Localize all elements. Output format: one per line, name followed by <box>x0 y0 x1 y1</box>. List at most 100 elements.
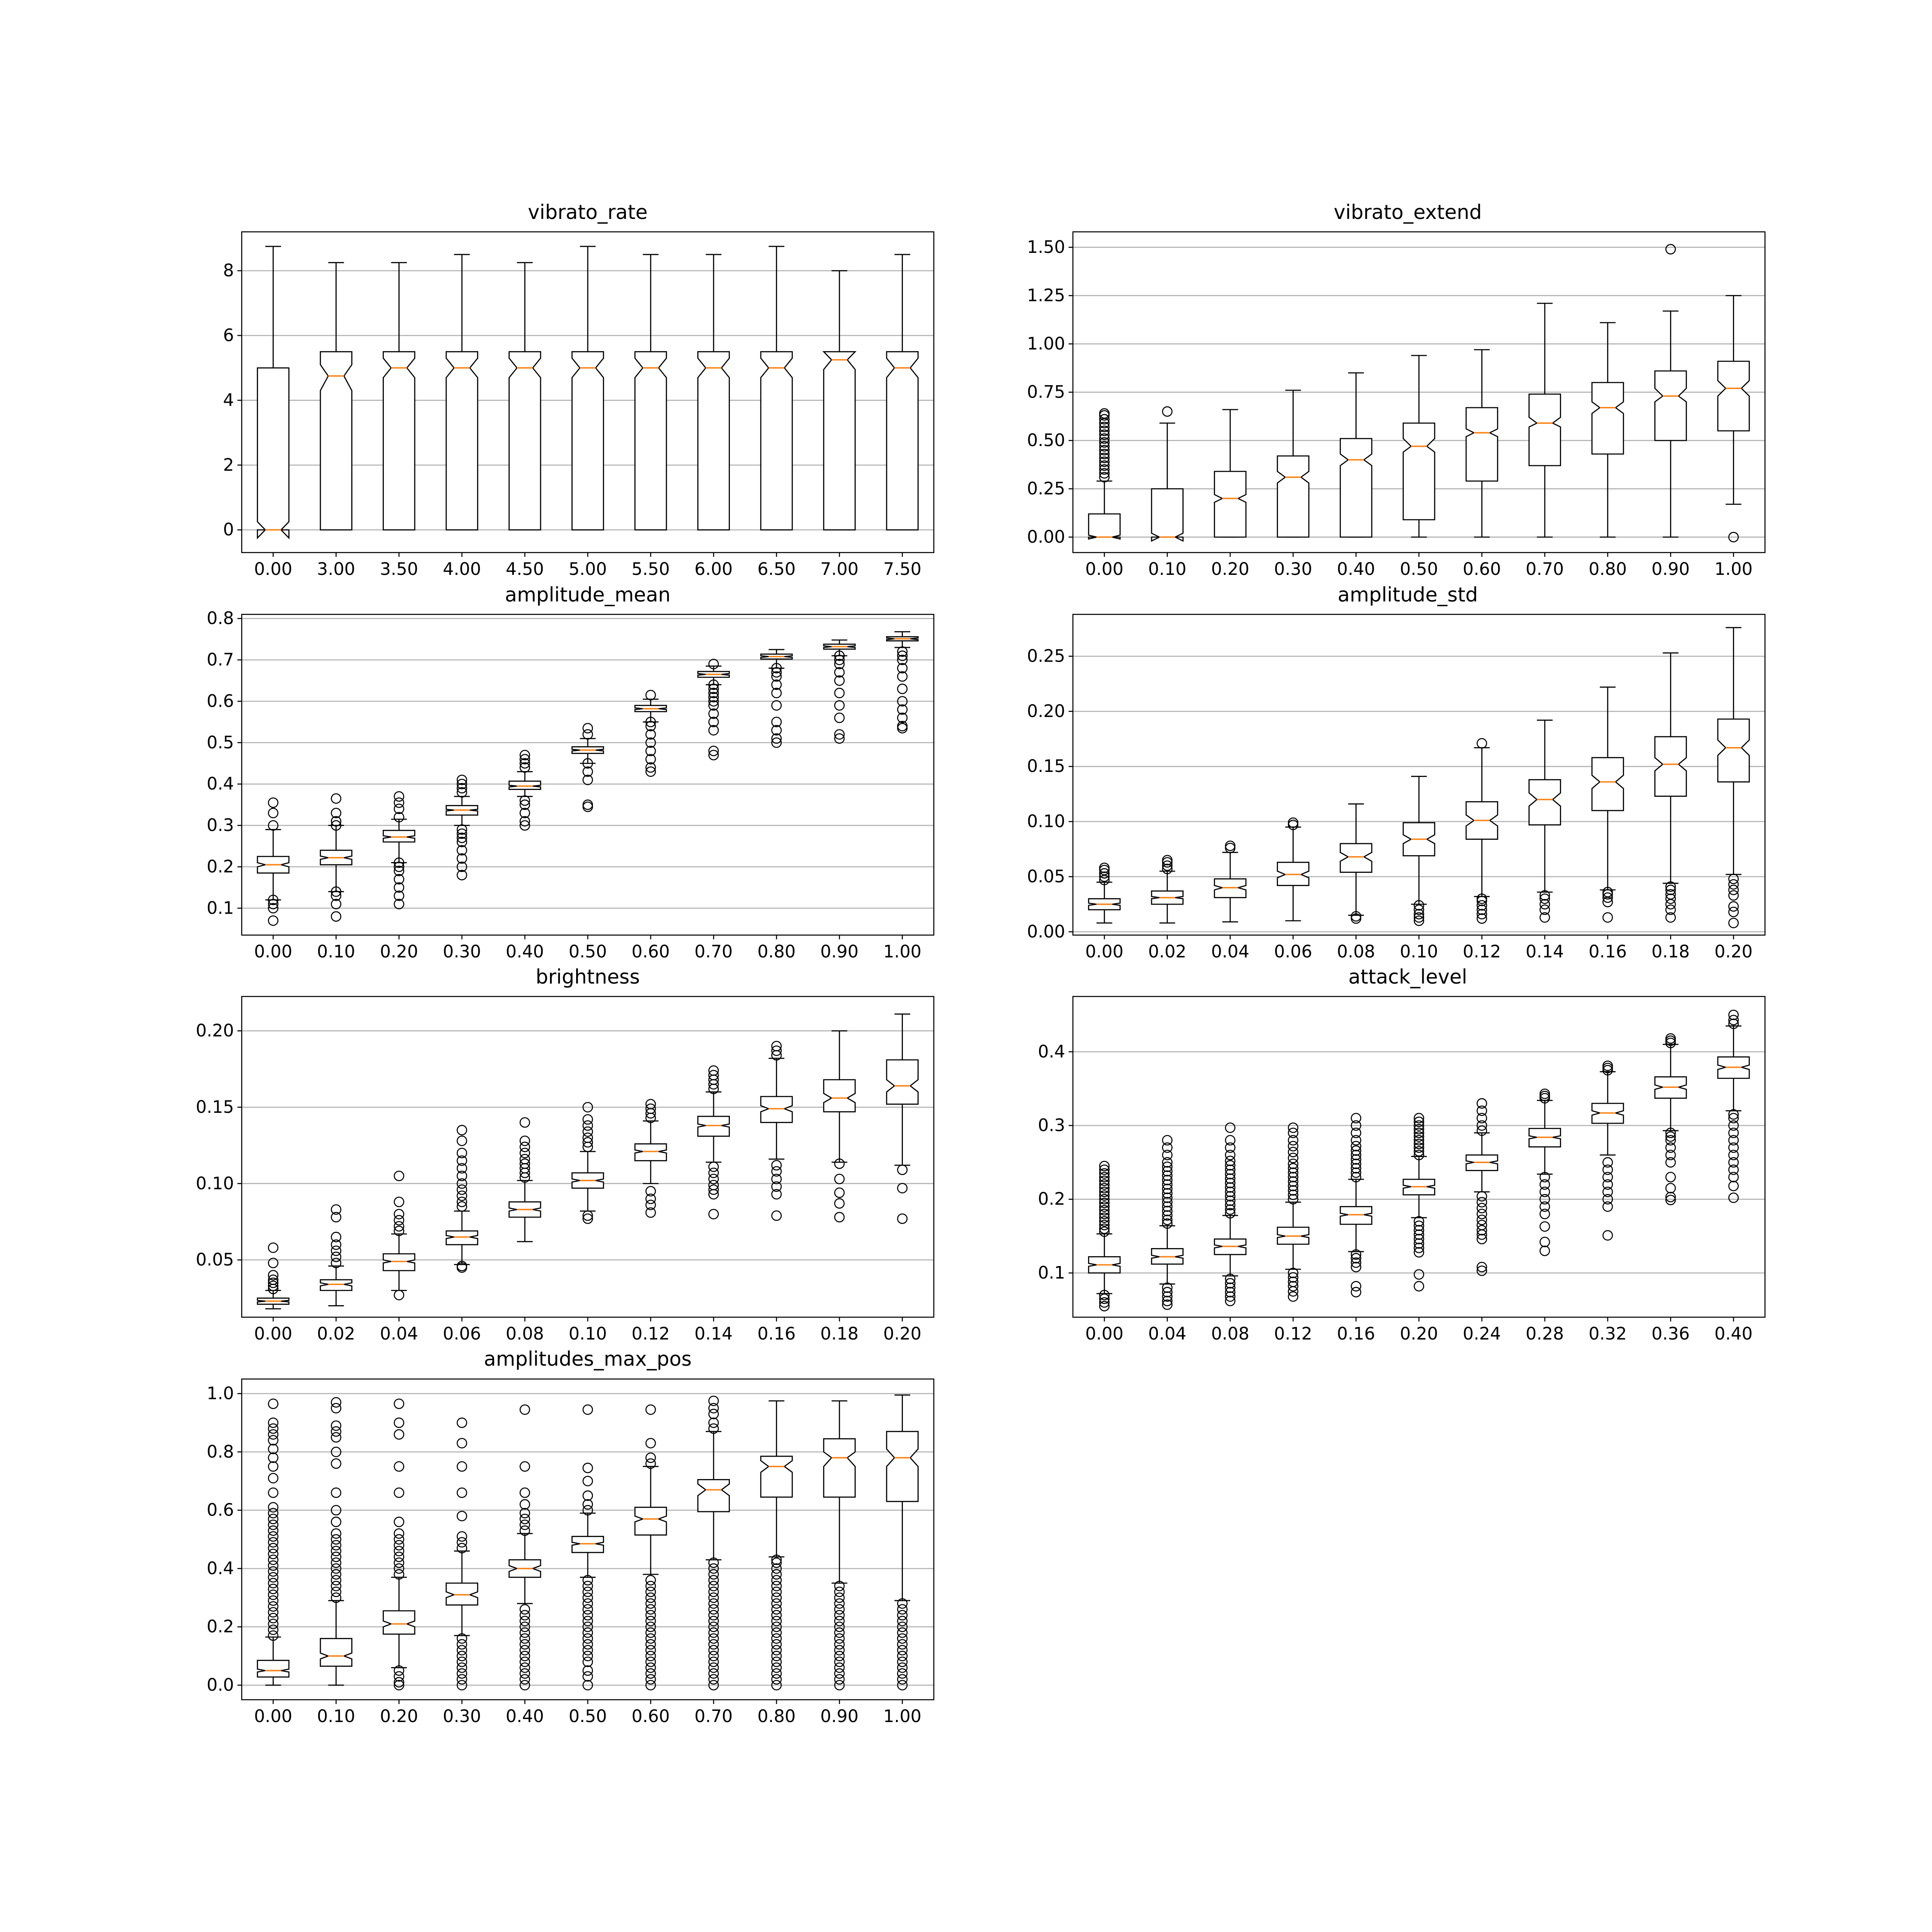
flier <box>268 1508 279 1519</box>
flier <box>519 1668 530 1679</box>
flier <box>456 1543 468 1554</box>
flier <box>268 1549 279 1559</box>
flier <box>268 1242 279 1253</box>
x-tick-label: 0.50 <box>1400 559 1438 579</box>
flier <box>1225 1169 1236 1180</box>
flier <box>331 1586 342 1597</box>
flier <box>331 1505 342 1516</box>
flier <box>331 820 342 831</box>
flier <box>582 1616 593 1626</box>
flier <box>1539 899 1550 910</box>
flier <box>645 1598 656 1609</box>
flier <box>708 1184 719 1195</box>
flier <box>582 1680 593 1691</box>
flier <box>645 1650 656 1662</box>
x-tick-label: 0.08 <box>506 1324 544 1344</box>
flier <box>771 700 782 711</box>
x-tick-label: 0.00 <box>1085 1324 1124 1344</box>
flier <box>1602 1164 1613 1175</box>
flier <box>771 663 782 674</box>
x-tick-label: 5.00 <box>568 559 607 579</box>
flier <box>456 1510 468 1522</box>
flier <box>1476 1098 1487 1109</box>
flier <box>1351 1172 1361 1182</box>
flier <box>771 1173 782 1185</box>
flier <box>268 899 279 909</box>
flier <box>394 791 404 802</box>
x-tick-label: 5.50 <box>632 559 670 579</box>
y-tick-label: 0.4 <box>1038 1042 1065 1062</box>
flier <box>456 1487 468 1498</box>
flier <box>834 1586 845 1597</box>
x-tick-label: 3.00 <box>317 559 355 579</box>
flier <box>897 1674 908 1685</box>
flier <box>1476 1203 1487 1214</box>
flier <box>1539 893 1550 904</box>
flier <box>268 1435 279 1446</box>
x-tick-label: 0.70 <box>695 942 733 962</box>
flier <box>1099 1223 1110 1234</box>
flier <box>1351 1158 1361 1170</box>
flier <box>1413 1142 1425 1153</box>
flier <box>645 1604 656 1615</box>
flier <box>456 1191 468 1201</box>
flier <box>1413 1139 1425 1149</box>
x-tick-label: 0.10 <box>568 1324 607 1344</box>
flier <box>1225 1296 1236 1306</box>
flier <box>519 795 530 806</box>
flier <box>519 1508 530 1519</box>
x-tick-label: 0.08 <box>1337 942 1375 962</box>
x-tick-label: 0.40 <box>506 942 544 962</box>
box <box>1088 513 1121 540</box>
flier <box>834 659 845 669</box>
flier <box>456 1201 468 1212</box>
flier <box>519 1142 530 1152</box>
flier <box>1162 1206 1173 1216</box>
flier <box>897 1645 908 1656</box>
flier <box>1225 1186 1236 1197</box>
flier <box>645 1586 656 1597</box>
flier <box>268 1258 279 1268</box>
flier <box>456 1178 468 1189</box>
box <box>697 351 730 531</box>
flier <box>582 1598 593 1609</box>
y-tick-label: 0.20 <box>1027 702 1065 721</box>
flier <box>771 679 782 690</box>
flier <box>394 803 404 814</box>
x-tick-label: 0.00 <box>1085 559 1124 579</box>
flier <box>834 1656 845 1667</box>
flier <box>582 1114 593 1125</box>
box <box>508 781 541 790</box>
flier <box>645 1438 656 1449</box>
flier <box>834 1674 845 1685</box>
flier <box>331 911 342 922</box>
flier <box>645 762 656 773</box>
flier <box>456 1668 468 1679</box>
x-tick-label: 0.80 <box>757 942 796 962</box>
box <box>823 1079 856 1112</box>
flier <box>456 1639 468 1650</box>
flier <box>1413 1124 1425 1135</box>
flier <box>1539 912 1550 923</box>
flier <box>1225 1273 1236 1284</box>
flier <box>708 1173 719 1185</box>
flier <box>708 1627 719 1638</box>
flier <box>456 1135 468 1146</box>
flier <box>1288 1281 1299 1292</box>
flier <box>394 1417 404 1428</box>
flier <box>582 1633 593 1644</box>
flier <box>1413 1247 1425 1258</box>
flier <box>394 899 404 909</box>
flier <box>1665 1183 1676 1194</box>
flier <box>582 1645 593 1656</box>
flier <box>1476 1262 1487 1273</box>
box <box>634 1507 667 1536</box>
flier <box>1351 1163 1361 1174</box>
flier <box>331 1592 342 1603</box>
x-tick-label: 7.00 <box>820 559 859 579</box>
subplot-title-amplitudes-max-pos: amplitudes_max_pos <box>484 1347 692 1370</box>
flier <box>331 1239 342 1250</box>
flier <box>834 654 845 665</box>
flier <box>268 797 279 808</box>
flier <box>1288 1122 1299 1133</box>
